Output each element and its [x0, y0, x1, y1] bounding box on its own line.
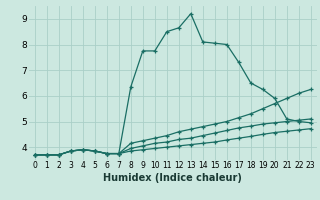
X-axis label: Humidex (Indice chaleur): Humidex (Indice chaleur)	[103, 173, 242, 183]
